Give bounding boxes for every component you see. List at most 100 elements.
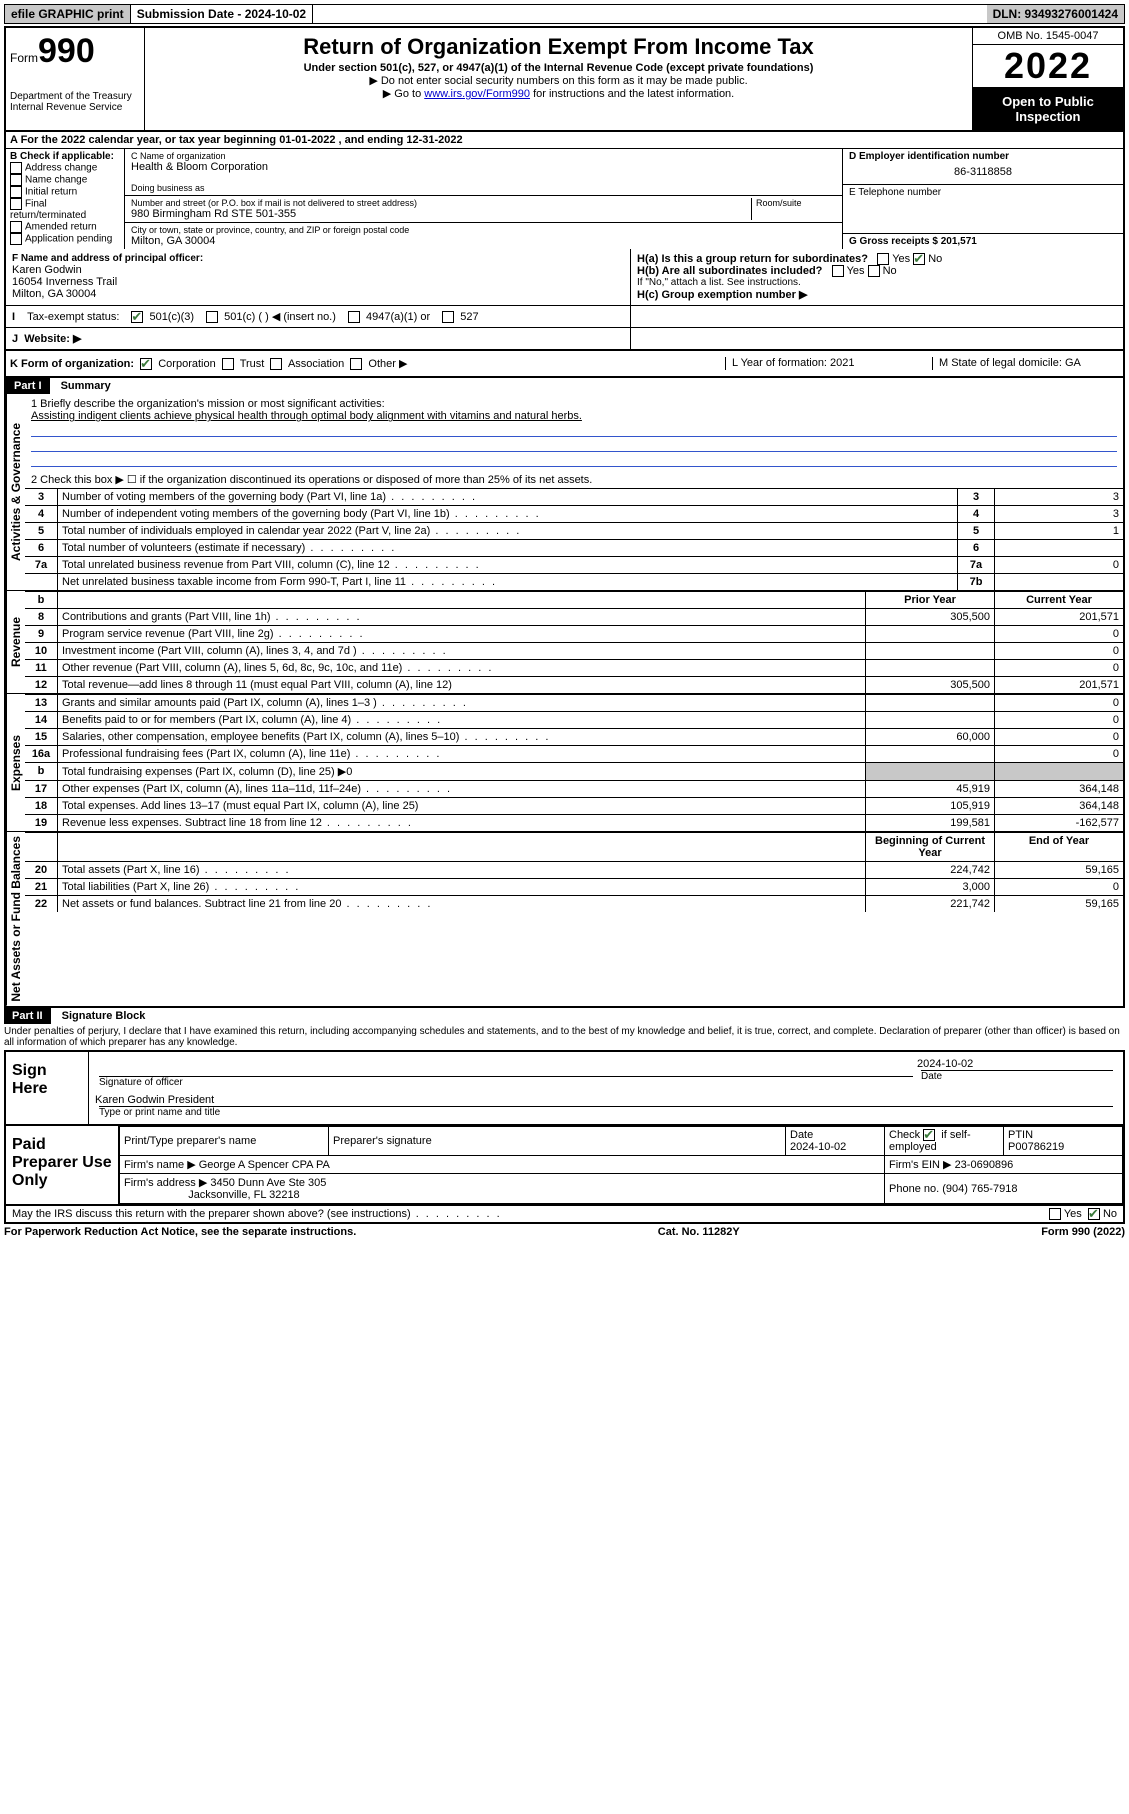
sig-name: Karen Godwin President bbox=[95, 1094, 1117, 1106]
officer-name: Karen Godwin bbox=[12, 264, 624, 276]
preparer-block: Paid Preparer Use Only Print/Type prepar… bbox=[4, 1126, 1125, 1206]
prep-h2: Preparer's signature bbox=[329, 1126, 786, 1155]
street-value: 980 Birmingham Rd STE 501-355 bbox=[131, 208, 751, 220]
row-i: I Tax-exempt status: 501(c)(3) 501(c) ( … bbox=[4, 306, 1125, 328]
prep-phone: (904) 765-7918 bbox=[942, 1183, 1017, 1195]
chk-name[interactable]: Name change bbox=[10, 174, 120, 186]
discuss-text: May the IRS discuss this return with the… bbox=[12, 1208, 1049, 1220]
preparer-table: Print/Type preparer's name Preparer's si… bbox=[119, 1126, 1123, 1204]
footer-right: Form 990 (2022) bbox=[1041, 1226, 1125, 1238]
hb-row: H(b) Are all subordinates included? Yes … bbox=[637, 265, 1117, 277]
column-b: B Check if applicable: Address change Na… bbox=[6, 149, 125, 249]
officer-label: F Name and address of principal officer: bbox=[12, 253, 624, 264]
table-ag: 3Number of voting members of the governi… bbox=[25, 488, 1123, 590]
officer-addr1: 16054 Inverness Trail bbox=[12, 276, 624, 288]
footer-mid: Cat. No. 11282Y bbox=[658, 1226, 740, 1238]
ein-label: D Employer identification number bbox=[849, 151, 1117, 162]
org-name-label: C Name of organization bbox=[131, 151, 836, 161]
prep-addr1: 3450 Dunn Ave Ste 305 bbox=[210, 1177, 326, 1189]
hb-note: If "No," attach a list. See instructions… bbox=[637, 277, 1117, 288]
discuss-row: May the IRS discuss this return with the… bbox=[4, 1206, 1125, 1224]
prep-date: 2024-10-02 bbox=[790, 1141, 846, 1153]
tax-year: 2022 bbox=[973, 45, 1123, 88]
dept-label: Department of the Treasury bbox=[10, 91, 140, 102]
street-label: Number and street (or P.O. box if mail i… bbox=[131, 198, 751, 208]
room-label: Room/suite bbox=[751, 198, 836, 220]
form-note2: ▶ Go to www.irs.gov/Form990 for instruct… bbox=[149, 87, 968, 100]
dln-label: DLN: 93493276001424 bbox=[987, 5, 1124, 23]
section-revenue: Revenue bPrior YearCurrent Year 8Contrib… bbox=[4, 591, 1125, 694]
form-header: Form990 Department of the Treasury Inter… bbox=[4, 26, 1125, 132]
block-bcde: B Check if applicable: Address change Na… bbox=[4, 149, 1125, 249]
sig-name-label: Type or print name and title bbox=[99, 1106, 1113, 1118]
form-subtitle: Under section 501(c), 527, or 4947(a)(1)… bbox=[149, 62, 968, 74]
opt-501c[interactable]: 501(c) ( ) ◀ (insert no.) bbox=[224, 311, 336, 323]
note2-pre: ▶ Go to bbox=[383, 88, 424, 100]
part2-header: Part II bbox=[4, 1008, 51, 1024]
form-org-label: K Form of organization: bbox=[10, 358, 134, 370]
officer-addr2: Milton, GA 30004 bbox=[12, 288, 624, 300]
note2-post: for instructions and the latest informat… bbox=[530, 88, 734, 100]
omb-number: OMB No. 1545-0047 bbox=[973, 28, 1123, 45]
opt-4947[interactable]: 4947(a)(1) or bbox=[366, 311, 430, 323]
column-de: D Employer identification number 86-3118… bbox=[842, 149, 1123, 249]
part2-title: Signature Block bbox=[54, 1010, 146, 1022]
opt-trust[interactable]: Trust bbox=[240, 358, 265, 370]
opt-501c3[interactable]: 501(c)(3) bbox=[149, 311, 194, 323]
table-na: Beginning of Current YearEnd of Year 20T… bbox=[25, 832, 1123, 912]
opt-assoc[interactable]: Association bbox=[288, 358, 344, 370]
efile-label[interactable]: efile GRAPHIC print bbox=[5, 5, 131, 23]
sign-block: Sign Here Signature of officer 2024-10-0… bbox=[4, 1052, 1125, 1126]
opt-other[interactable]: Other ▶ bbox=[368, 358, 407, 370]
org-name: Health & Bloom Corporation bbox=[131, 161, 836, 173]
section-activities: Activities & Governance 1 Briefly descri… bbox=[4, 394, 1125, 591]
top-bar: efile GRAPHIC print Submission Date - 20… bbox=[4, 4, 1125, 24]
column-c: C Name of organization Health & Bloom Co… bbox=[125, 149, 842, 249]
part1-header: Part I bbox=[6, 378, 50, 394]
form-note1: ▶ Do not enter social security numbers o… bbox=[149, 74, 968, 87]
row-j: J Website: ▶ bbox=[4, 328, 1125, 351]
prep-addr2: Jacksonville, FL 32218 bbox=[188, 1189, 300, 1201]
penalty-text: Under penalties of perjury, I declare th… bbox=[4, 1024, 1125, 1052]
dba-label: Doing business as bbox=[131, 183, 836, 193]
col-b-title: B Check if applicable: bbox=[10, 151, 120, 162]
preparer-title: Paid Preparer Use Only bbox=[6, 1126, 119, 1204]
chk-initial[interactable]: Initial return bbox=[10, 186, 120, 198]
submission-date: Submission Date - 2024-10-02 bbox=[131, 5, 313, 23]
sidebar-activities: Activities & Governance bbox=[6, 394, 25, 590]
chk-pending[interactable]: Application pending bbox=[10, 233, 120, 245]
hc-row: H(c) Group exemption number ▶ bbox=[637, 288, 1117, 301]
irs-link[interactable]: www.irs.gov/Form990 bbox=[424, 88, 530, 100]
section-expenses: Expenses 13Grants and similar amounts pa… bbox=[4, 694, 1125, 832]
irs-label: Internal Revenue Service bbox=[10, 102, 140, 113]
part1-title: Summary bbox=[53, 380, 111, 392]
sig-date-label: Date bbox=[921, 1070, 1113, 1082]
line2: 2 Check this box ▶ ☐ if the organization… bbox=[25, 471, 1123, 488]
sidebar-expenses: Expenses bbox=[6, 694, 25, 831]
sidebar-revenue: Revenue bbox=[6, 591, 25, 693]
form-prefix: Form bbox=[10, 51, 38, 65]
section-netassets: Net Assets or Fund Balances Beginning of… bbox=[4, 832, 1125, 1008]
footer-left: For Paperwork Reduction Act Notice, see … bbox=[4, 1226, 356, 1238]
table-exp: 13Grants and similar amounts paid (Part … bbox=[25, 694, 1123, 831]
phone-label: E Telephone number bbox=[849, 187, 1117, 198]
chk-amended[interactable]: Amended return bbox=[10, 221, 120, 233]
prep-ein: 23-0690896 bbox=[955, 1159, 1014, 1171]
opt-527[interactable]: 527 bbox=[460, 311, 478, 323]
sig-officer-label: Signature of officer bbox=[99, 1076, 913, 1088]
form-number: Form990 bbox=[10, 32, 140, 71]
gross-receipts: G Gross receipts $ 201,571 bbox=[843, 234, 1123, 249]
prep-ptin: P00786219 bbox=[1008, 1141, 1064, 1153]
mission-label: 1 Briefly describe the organization's mi… bbox=[31, 398, 1117, 410]
chk-address[interactable]: Address change bbox=[10, 162, 120, 174]
prep-h1: Print/Type preparer's name bbox=[120, 1126, 329, 1155]
opt-corp[interactable]: Corporation bbox=[158, 358, 215, 370]
mission-text: Assisting indigent clients achieve physi… bbox=[31, 410, 1117, 422]
prep-selfemp[interactable]: Check if self-employed bbox=[885, 1126, 1004, 1155]
state-domicile: M State of legal domicile: GA bbox=[932, 357, 1119, 370]
city-label: City or town, state or province, country… bbox=[131, 225, 836, 235]
form-num: 990 bbox=[38, 32, 95, 70]
chk-final[interactable]: Final return/terminated bbox=[10, 198, 120, 221]
form-title: Return of Organization Exempt From Incom… bbox=[149, 34, 968, 60]
block-fh: F Name and address of principal officer:… bbox=[4, 249, 1125, 306]
